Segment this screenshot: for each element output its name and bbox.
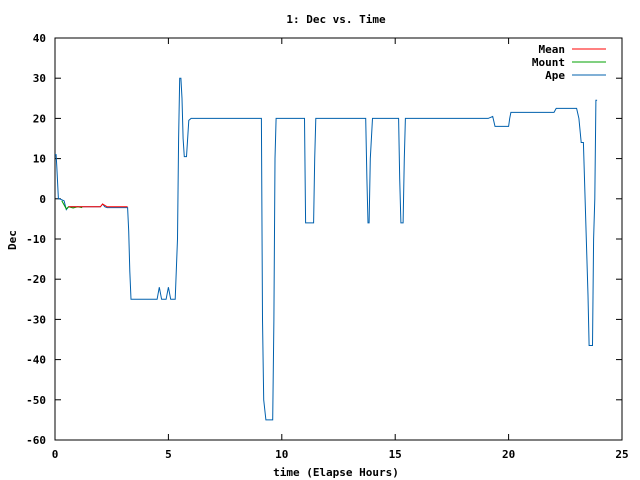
y-tick-label: 10 (33, 153, 46, 166)
y-tick-label: 0 (39, 193, 46, 206)
legend-label: Ape (545, 69, 565, 82)
x-tick-label: 10 (275, 448, 288, 461)
series-line-ape (55, 77, 598, 421)
legend-label: Mean (539, 43, 566, 56)
y-tick-label: -30 (26, 313, 46, 326)
x-axis-label: time (Elapse Hours) (273, 466, 399, 479)
x-tick-label: 0 (52, 448, 59, 461)
x-tick-label: 15 (389, 448, 402, 461)
chart-title: 1: Dec vs. Time (286, 13, 386, 26)
y-tick-label: 40 (33, 32, 46, 45)
axis-ticks: 0 5 10 15 20 25 -60 -50 -40 -30 -20 -10 0 10 20 30 40 (26, 32, 629, 461)
y-tick-label: -20 (26, 273, 46, 286)
y-axis-label: Dec (6, 230, 19, 250)
series-line-mean (68, 203, 128, 208)
y-tick-label: 30 (33, 72, 46, 85)
x-tick-label: 20 (502, 448, 515, 461)
y-tick-label: -40 (26, 354, 46, 367)
y-tick-label: 20 (33, 112, 46, 125)
plot-frame (54, 37, 623, 441)
series-layer (55, 77, 598, 421)
x-tick-label: 5 (165, 448, 172, 461)
x-tick-label: 25 (615, 448, 628, 461)
y-tick-label: -50 (26, 394, 46, 407)
legend-label: Mount (532, 56, 565, 69)
y-tick-label: -60 (26, 434, 46, 447)
y-tick-label: -10 (26, 233, 46, 246)
